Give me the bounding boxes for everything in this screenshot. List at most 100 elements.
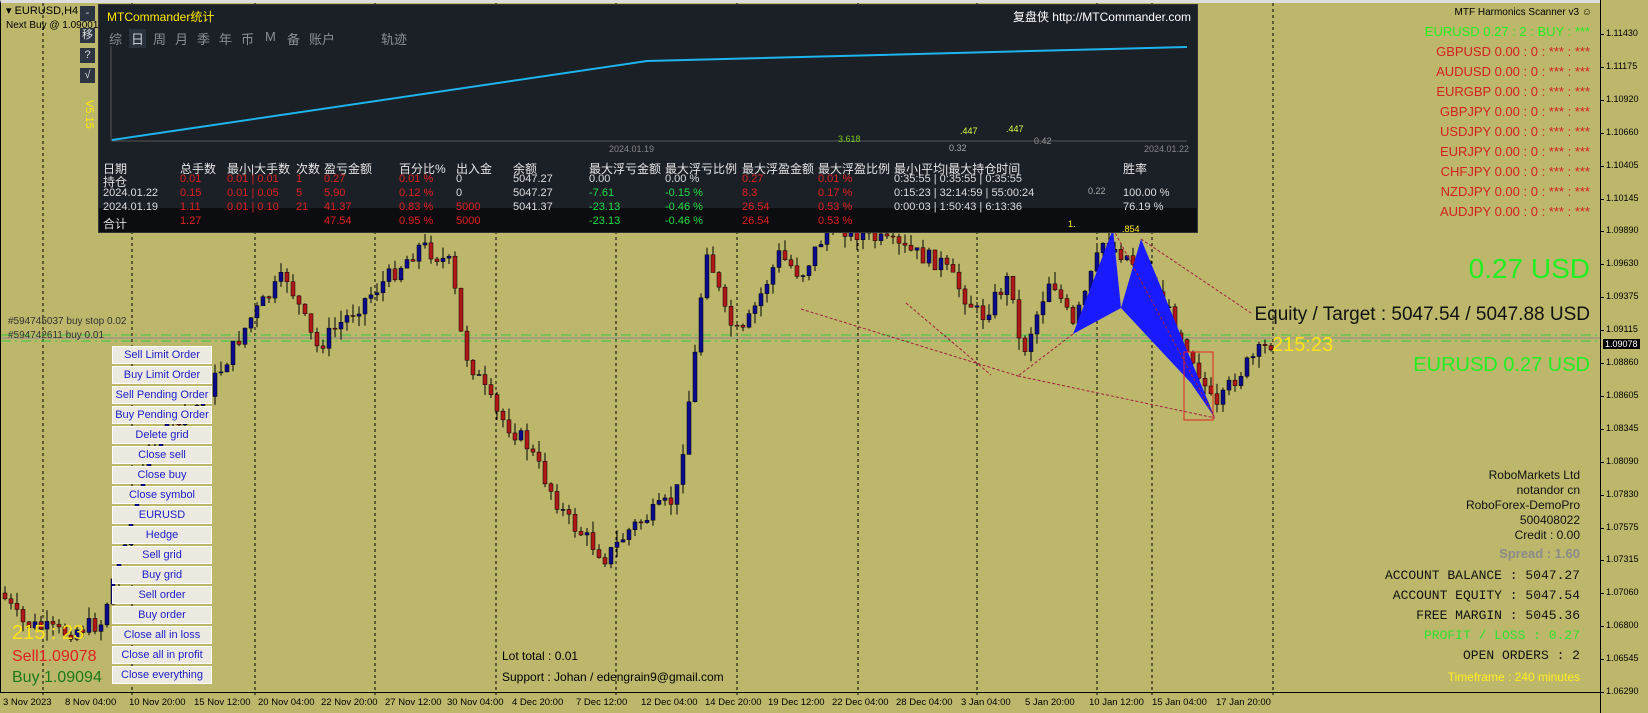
- minimize-button[interactable]: -: [80, 6, 95, 21]
- buy-grid-button[interactable]: Buy grid: [112, 566, 212, 584]
- candle: [260, 296, 266, 307]
- table-cell: 0.01 | 0.05: [227, 187, 279, 199]
- close-sell-button[interactable]: Close sell: [112, 446, 212, 464]
- total-cell: 1.27: [180, 215, 202, 227]
- tab-7[interactable]: M: [265, 29, 276, 44]
- candle: [764, 284, 770, 294]
- close-all-in-profit-button[interactable]: Close all in profit: [112, 646, 212, 664]
- candle: [440, 257, 446, 262]
- sell-pending-order-button[interactable]: Sell Pending Order: [112, 386, 212, 404]
- pattern-dashed-line: [1017, 375, 1216, 419]
- tab-6[interactable]: 币: [241, 32, 255, 47]
- table-cell: 持仓: [103, 175, 128, 189]
- candle: [212, 372, 218, 397]
- table-cell: 41.37: [324, 201, 352, 213]
- pattern-dashed-line: [1140, 238, 1252, 314]
- price-tick: 1.10660: [1601, 126, 1639, 137]
- sell-price: Sell1.09078: [12, 648, 97, 665]
- tab-10[interactable]: 轨迹: [381, 32, 408, 47]
- total-cell: 5000: [456, 215, 481, 227]
- close-all-in-loss-button[interactable]: Close all in loss: [112, 626, 212, 644]
- candle: [290, 281, 296, 297]
- candle: [920, 247, 926, 264]
- candle: [464, 330, 470, 361]
- tab-0[interactable]: 综: [109, 32, 123, 47]
- equity-target: Equity / Target : 5047.54 / 5047.88 USD: [1254, 304, 1590, 325]
- eurusd-button[interactable]: EURUSD: [112, 506, 212, 524]
- scanner-row: GBPUSD 0.00 : 0 : *** : ***: [1436, 44, 1590, 59]
- candle: [860, 232, 866, 241]
- candle: [554, 491, 560, 510]
- candle: [944, 257, 950, 265]
- pattern-ratio-label: 1.: [1068, 219, 1076, 229]
- candle: [542, 460, 548, 485]
- time-tick: 5 Jan 20:00: [1025, 697, 1075, 708]
- tab-2[interactable]: 周: [153, 32, 167, 47]
- table-cell: 0: [456, 187, 463, 199]
- buy-pending-order-button[interactable]: Buy Pending Order: [112, 406, 212, 424]
- candle: [314, 332, 320, 347]
- price-tick: 1.07315: [1601, 554, 1639, 565]
- scanner-row: AUDUSD 0.00 : 0 : *** : ***: [1436, 64, 1590, 79]
- candle: [86, 618, 92, 633]
- time-tick: 19 Dec 12:00: [768, 697, 825, 708]
- time-axis[interactable]: 3 Nov 2023 8 Nov 04:00 10 Nov 20:00 15 Nov …: [0, 692, 1600, 713]
- hedge-button[interactable]: Hedge: [112, 526, 212, 544]
- candle: [818, 244, 824, 248]
- candle: [536, 451, 542, 462]
- candle: [380, 281, 386, 293]
- table-cell: -0.15 %: [665, 187, 703, 199]
- symbol-timeframe: EURUSD,H4: [14, 5, 79, 17]
- table-cell: 5000: [456, 201, 481, 213]
- website-link[interactable]: 复盘侠 http://MTCommander.com: [1012, 10, 1191, 24]
- total-cell: 0.53 %: [818, 215, 853, 227]
- help-button[interactable]: ?: [80, 48, 95, 63]
- candle: [1268, 345, 1274, 351]
- tab-5[interactable]: 年: [219, 32, 233, 47]
- candle: [62, 626, 68, 636]
- tab-9[interactable]: 账户: [309, 32, 336, 47]
- time-tick: 15 Jan 04:00: [1152, 697, 1207, 708]
- candle: [98, 624, 104, 632]
- close-symbol-button[interactable]: Close symbol: [112, 486, 212, 504]
- column-header: 最小|大手数: [227, 162, 291, 176]
- account-balance: ACCOUNT BALANCE : 5047.27: [1384, 568, 1580, 583]
- move-button[interactable]: 移: [80, 28, 95, 43]
- tab-3[interactable]: 月: [175, 32, 189, 47]
- close-buy-button[interactable]: Close buy: [112, 466, 212, 484]
- time-tick: 17 Jan 20:00: [1216, 697, 1271, 708]
- buy-order-button[interactable]: Buy order: [112, 606, 212, 624]
- candle: [218, 371, 224, 374]
- tab-8[interactable]: 备: [287, 32, 301, 47]
- candle: [644, 519, 650, 523]
- order-label: #594745037 buy stop 0.02: [8, 316, 127, 327]
- sell-limit-order-button[interactable]: Sell Limit Order: [112, 346, 212, 364]
- close-everything-button[interactable]: Close everything: [112, 666, 212, 684]
- table-cell: 5047.27: [513, 187, 553, 199]
- sell-order-button[interactable]: Sell order: [112, 586, 212, 604]
- buy-limit-order-button[interactable]: Buy Limit Order: [112, 366, 212, 384]
- tab-1[interactable]: 日: [129, 29, 147, 48]
- candle: [392, 268, 398, 281]
- lot-total: Lot total : 0.01: [502, 649, 579, 663]
- price-axis[interactable]: 1.11430 1.11175 1.10920 1.10660 1.10405 1.101…: [1600, 0, 1648, 713]
- sell-grid-button[interactable]: Sell grid: [112, 546, 212, 564]
- check-button[interactable]: √: [80, 68, 95, 83]
- candle: [248, 317, 254, 329]
- column-header: 盈亏金额: [324, 162, 373, 176]
- tab-4[interactable]: 季: [197, 32, 211, 47]
- time-tick: 30 Nov 04:00: [447, 697, 504, 708]
- delete-grid-button[interactable]: Delete grid: [112, 426, 212, 444]
- candle: [236, 340, 242, 345]
- table-cell: 0.01: [180, 173, 202, 185]
- table-cell: 0.27: [324, 173, 346, 185]
- table-cell: 2024.01.22: [103, 187, 159, 199]
- pattern-ratio-label: 0.32: [949, 143, 967, 153]
- candle: [794, 265, 800, 277]
- candle: [998, 291, 1004, 295]
- column-header: 百分比%: [399, 162, 446, 176]
- candle: [572, 513, 578, 532]
- table-cell: 5041.37: [513, 201, 553, 213]
- price-tick: 1.06800: [1601, 620, 1639, 631]
- candle: [752, 305, 758, 314]
